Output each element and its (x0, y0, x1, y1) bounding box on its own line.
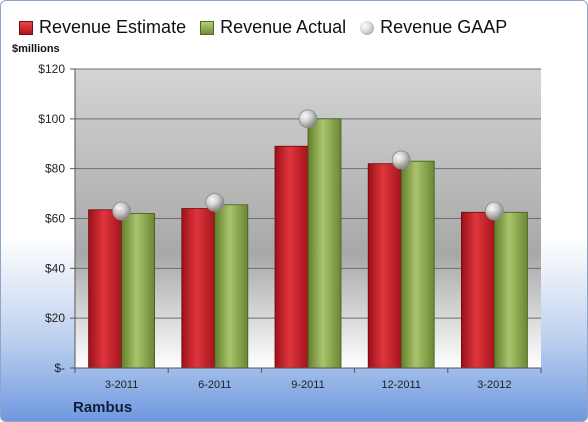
marker-revenue-gaap (391, 150, 411, 170)
bar-revenue-actual (214, 204, 249, 369)
bar-revenue-estimate (274, 145, 309, 369)
legend-label-actual: Revenue Actual (220, 17, 347, 37)
y-tick-label: $100 (38, 112, 65, 126)
legend-swatch-actual (200, 20, 215, 35)
axes: $- $20 $40 $60 $80 $100 $120 3-2011 6-2011 9-2011… (38, 62, 542, 391)
company-name: Rambus (73, 399, 133, 416)
bars (88, 118, 528, 369)
bar-revenue-actual (307, 118, 342, 369)
legend-marker-gaap (360, 20, 375, 35)
y-tick-label: $60 (45, 212, 65, 226)
bar-revenue-actual (121, 213, 155, 369)
x-tick-label: 6-2011 (198, 379, 231, 391)
y-tick-label: $20 (45, 311, 65, 325)
y-tick-label: $120 (38, 62, 65, 76)
marker-revenue-gaap (205, 192, 225, 212)
y-axis-unit-label: $millions (12, 43, 60, 55)
marker-revenue-gaap (298, 109, 318, 129)
marker-revenue-gaap (484, 201, 504, 221)
x-tick-label: 3-2012 (477, 379, 511, 391)
bar-revenue-estimate (181, 208, 216, 369)
bar-revenue-actual (493, 211, 528, 369)
legend-item-estimate: Revenue Estimate (19, 17, 186, 38)
y-tick-label: $40 (45, 261, 65, 275)
legend-item-actual: Revenue Actual (200, 17, 346, 38)
x-tick-label: 3-2011 (105, 379, 138, 391)
legend-swatch-estimate (19, 20, 33, 35)
gaap-markers (112, 109, 504, 221)
legend: Revenue Estimate Revenue Actual Revenue … (19, 17, 507, 38)
legend-label-gaap: Revenue GAAP (380, 17, 508, 37)
legend-item-gaap: Revenue GAAP (360, 17, 507, 38)
x-tick-label: 9-2011 (291, 379, 324, 391)
bar-revenue-estimate (460, 211, 495, 369)
marker-revenue-gaap (112, 201, 131, 221)
legend-label-estimate: Revenue Estimate (39, 17, 187, 37)
y-tick-label: $- (54, 361, 65, 375)
y-tick-label: $80 (45, 162, 65, 176)
x-tick-label: 12-2011 (381, 379, 421, 391)
bar-revenue-estimate (88, 209, 122, 369)
bar-revenue-actual (400, 160, 435, 369)
bar-revenue-estimate (367, 163, 402, 369)
